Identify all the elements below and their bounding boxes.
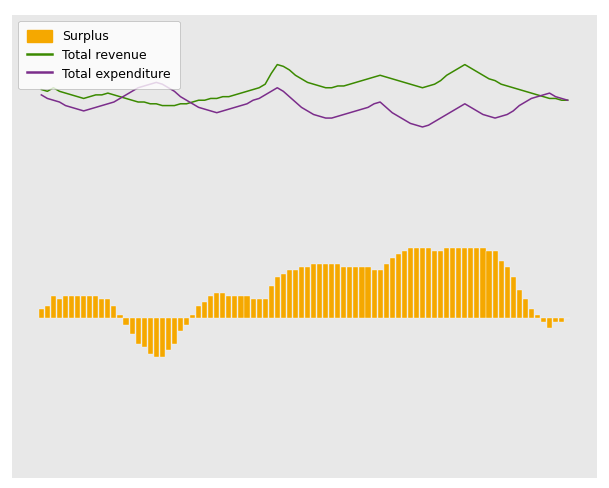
Bar (63, 296, 68, 318)
Bar (227, 296, 231, 318)
Bar (444, 248, 449, 318)
Bar (147, 318, 153, 353)
Bar (438, 251, 443, 318)
Bar (468, 248, 473, 318)
Bar (523, 299, 528, 318)
Bar (269, 286, 274, 318)
Bar (250, 299, 256, 318)
Bar (493, 251, 498, 318)
Bar (299, 267, 304, 318)
Bar (153, 318, 159, 357)
Bar (323, 264, 328, 318)
Bar (166, 318, 171, 350)
Bar (432, 251, 437, 318)
Bar (130, 318, 135, 334)
Bar (57, 299, 62, 318)
Bar (311, 264, 316, 318)
Bar (535, 315, 540, 318)
Bar (420, 248, 425, 318)
Bar (118, 315, 122, 318)
Bar (305, 267, 310, 318)
Bar (547, 318, 552, 328)
Bar (347, 267, 353, 318)
Bar (505, 267, 510, 318)
Bar (487, 251, 491, 318)
Bar (462, 248, 467, 318)
Bar (69, 296, 74, 318)
Bar (293, 270, 298, 318)
Bar (51, 296, 56, 318)
Bar (359, 267, 365, 318)
Bar (384, 264, 389, 318)
Bar (529, 309, 534, 318)
Bar (184, 318, 189, 325)
Bar (262, 299, 268, 318)
Bar (499, 261, 504, 318)
Bar (105, 299, 110, 318)
Bar (456, 248, 462, 318)
Bar (353, 267, 359, 318)
Legend: Surplus, Total revenue, Total expenditure: Surplus, Total revenue, Total expenditur… (18, 21, 180, 89)
Bar (275, 277, 280, 318)
Bar (45, 305, 50, 318)
Bar (390, 258, 395, 318)
Bar (414, 248, 419, 318)
Bar (516, 289, 522, 318)
Bar (281, 274, 286, 318)
Bar (93, 296, 98, 318)
Bar (481, 248, 485, 318)
Bar (511, 277, 516, 318)
Bar (87, 296, 93, 318)
Bar (220, 293, 225, 318)
Bar (81, 296, 86, 318)
Bar (238, 296, 244, 318)
Bar (202, 303, 207, 318)
Bar (365, 267, 371, 318)
Bar (426, 248, 431, 318)
Bar (559, 318, 564, 322)
Bar (39, 309, 44, 318)
Bar (287, 270, 292, 318)
Bar (99, 299, 104, 318)
Bar (160, 318, 165, 357)
Bar (111, 305, 116, 318)
Bar (172, 318, 177, 344)
Bar (553, 318, 558, 322)
Bar (450, 248, 456, 318)
Bar (208, 296, 213, 318)
Bar (190, 315, 195, 318)
Bar (256, 299, 262, 318)
Bar (75, 296, 80, 318)
Bar (335, 264, 340, 318)
Bar (196, 305, 201, 318)
Bar (408, 248, 413, 318)
Bar (341, 267, 347, 318)
Bar (244, 296, 250, 318)
Bar (214, 293, 219, 318)
Bar (142, 318, 147, 347)
Bar (402, 251, 407, 318)
Bar (124, 318, 128, 325)
Bar (329, 264, 334, 318)
Bar (396, 254, 401, 318)
Bar (317, 264, 322, 318)
Bar (474, 248, 479, 318)
Bar (541, 318, 546, 322)
Bar (136, 318, 141, 344)
Bar (378, 270, 382, 318)
Bar (371, 270, 376, 318)
Bar (233, 296, 238, 318)
Bar (178, 318, 183, 331)
